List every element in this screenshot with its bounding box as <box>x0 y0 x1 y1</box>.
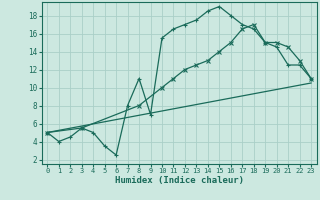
X-axis label: Humidex (Indice chaleur): Humidex (Indice chaleur) <box>115 176 244 185</box>
